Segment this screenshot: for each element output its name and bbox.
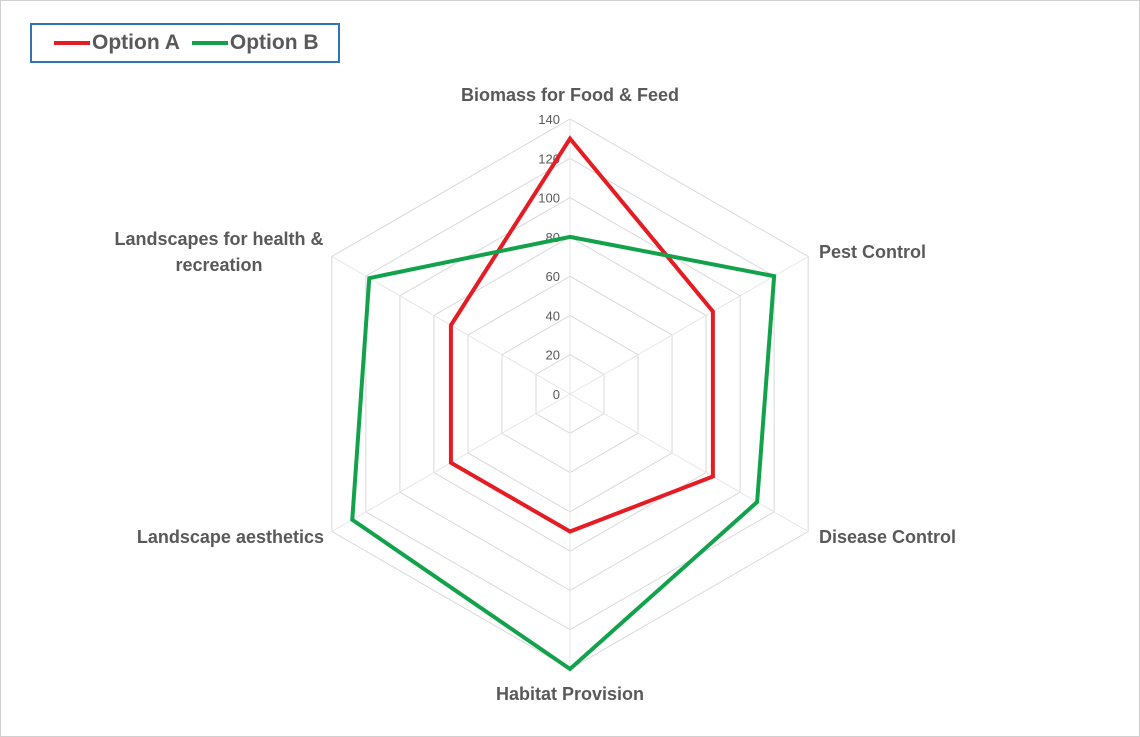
legend-item-option-b: Option B	[191, 31, 319, 55]
tick-label-60: 60	[546, 269, 560, 284]
axis-layer	[331, 119, 809, 669]
legend: Option A Option B	[30, 23, 340, 63]
category-label-line: Pest Control	[819, 242, 926, 262]
legend-swatch-option-b	[191, 41, 228, 45]
category-label-line: Disease Control	[819, 527, 956, 547]
legend-label-option-a: Option A	[92, 31, 180, 54]
series-line-option-a	[448, 135, 715, 534]
category-label-line: recreation	[175, 255, 262, 275]
category-label-pest-control: Pest Control	[819, 242, 926, 262]
category-label-habitat-provision: Habitat Provision	[496, 684, 644, 704]
category-label-line: Biomass for Food & Feed	[461, 85, 679, 105]
legend-label-option-b: Option B	[229, 31, 319, 54]
category-label-line: Landscapes for health &	[114, 229, 323, 249]
category-label-line: Habitat Provision	[496, 684, 644, 704]
category-label-landscapes-for-health-recreation: Landscapes for health & recreation	[114, 229, 323, 275]
tick-label-0: 0	[553, 387, 560, 402]
category-label-line: Landscape aesthetics	[137, 527, 324, 547]
axis-spoke-pest-control	[569, 256, 809, 395]
category-label-layer: Biomass for Food & Feed Pest Control Disea…	[114, 85, 956, 704]
category-label-biomass-for-food-feed: Biomass for Food & Feed	[461, 85, 679, 105]
legend-item-option-a: Option A	[54, 31, 180, 55]
legend-swatch-option-a	[54, 41, 90, 45]
tick-label-20: 20	[546, 348, 560, 363]
category-label-landscape-aesthetics: Landscape aesthetics	[137, 527, 324, 547]
series-line-option-b	[350, 234, 777, 672]
tick-label-100: 100	[538, 191, 560, 206]
axis-spoke-disease-control	[569, 393, 809, 532]
series-layer	[350, 135, 777, 672]
tick-label-40: 40	[546, 308, 560, 323]
tick-label-140: 140	[538, 112, 560, 127]
category-label-disease-control: Disease Control	[819, 527, 956, 547]
